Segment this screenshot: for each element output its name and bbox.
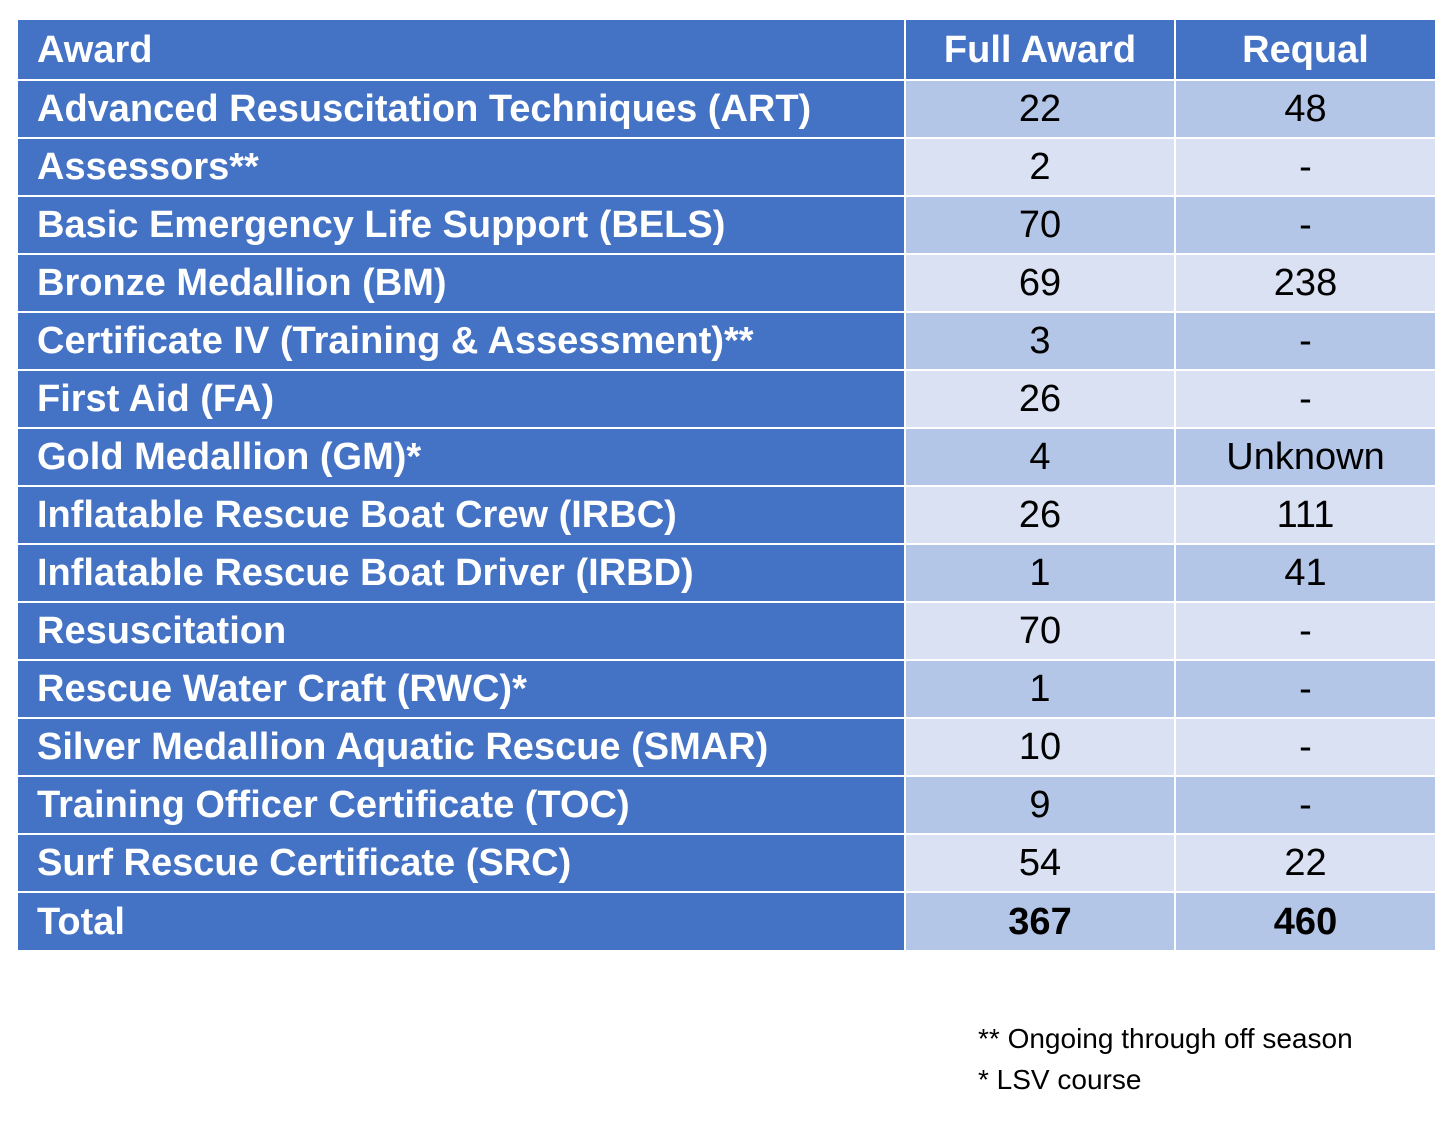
award-name: Gold Medallion (GM)* bbox=[18, 427, 906, 487]
table-row: Bronze Medallion (BM) 69 238 bbox=[18, 253, 1435, 313]
requal-count: 238 bbox=[1174, 253, 1435, 313]
table-row: First Aid (FA) 26 - bbox=[18, 369, 1435, 429]
requal-count: - bbox=[1174, 601, 1435, 661]
header-row: Award Full Award Requal bbox=[18, 20, 1435, 81]
table-row: Basic Emergency Life Support (BELS) 70 - bbox=[18, 195, 1435, 255]
requal-count: - bbox=[1174, 775, 1435, 835]
full-award-count: 26 bbox=[904, 369, 1176, 429]
award-name: Training Officer Certificate (TOC) bbox=[18, 775, 906, 835]
requal-count: - bbox=[1174, 717, 1435, 777]
total-requal: 460 bbox=[1174, 891, 1435, 950]
column-header-full-award: Full Award bbox=[904, 20, 1176, 81]
full-award-count: 70 bbox=[904, 601, 1176, 661]
table-row: Assessors** 2 - bbox=[18, 137, 1435, 197]
column-header-award: Award bbox=[18, 20, 906, 81]
table-row: Silver Medallion Aquatic Rescue (SMAR) 1… bbox=[18, 717, 1435, 777]
requal-count: 48 bbox=[1174, 79, 1435, 139]
award-name: Assessors** bbox=[18, 137, 906, 197]
total-label: Total bbox=[18, 891, 906, 950]
award-name: Advanced Resuscitation Techniques (ART) bbox=[18, 79, 906, 139]
total-full-award: 367 bbox=[904, 891, 1176, 950]
award-name: Inflatable Rescue Boat Driver (IRBD) bbox=[18, 543, 906, 603]
table-row: Inflatable Rescue Boat Driver (IRBD) 1 4… bbox=[18, 543, 1435, 603]
award-name: Rescue Water Craft (RWC)* bbox=[18, 659, 906, 719]
requal-count: Unknown bbox=[1174, 427, 1435, 487]
full-award-count: 10 bbox=[904, 717, 1176, 777]
table-row: Surf Rescue Certificate (SRC) 54 22 bbox=[18, 833, 1435, 893]
table-row: Training Officer Certificate (TOC) 9 - bbox=[18, 775, 1435, 835]
requal-count: - bbox=[1174, 195, 1435, 255]
table-row: Inflatable Rescue Boat Crew (IRBC) 26 11… bbox=[18, 485, 1435, 545]
full-award-count: 69 bbox=[904, 253, 1176, 313]
award-name: Resuscitation bbox=[18, 601, 906, 661]
award-name: Basic Emergency Life Support (BELS) bbox=[18, 195, 906, 255]
full-award-count: 4 bbox=[904, 427, 1176, 487]
award-name: Surf Rescue Certificate (SRC) bbox=[18, 833, 906, 893]
full-award-count: 3 bbox=[904, 311, 1176, 371]
requal-count: - bbox=[1174, 659, 1435, 719]
table-row: Rescue Water Craft (RWC)* 1 - bbox=[18, 659, 1435, 719]
full-award-count: 26 bbox=[904, 485, 1176, 545]
full-award-count: 22 bbox=[904, 79, 1176, 139]
awards-table: Award Full Award Requal Advanced Resusci… bbox=[18, 20, 1435, 950]
award-name: Inflatable Rescue Boat Crew (IRBC) bbox=[18, 485, 906, 545]
table-header: Award Full Award Requal bbox=[18, 20, 1435, 81]
full-award-count: 2 bbox=[904, 137, 1176, 197]
award-name: Bronze Medallion (BM) bbox=[18, 253, 906, 313]
requal-count: - bbox=[1174, 137, 1435, 197]
footnote-lsv-course: * LSV course bbox=[978, 1064, 1142, 1095]
award-name: Certificate IV (Training & Assessment)** bbox=[18, 311, 906, 371]
table-row: Advanced Resuscitation Techniques (ART) … bbox=[18, 79, 1435, 139]
footnotes: ** Ongoing through off season * LSV cour… bbox=[978, 1018, 1353, 1100]
full-award-count: 54 bbox=[904, 833, 1176, 893]
full-award-count: 70 bbox=[904, 195, 1176, 255]
requal-count: 41 bbox=[1174, 543, 1435, 603]
table-row: Certificate IV (Training & Assessment)**… bbox=[18, 311, 1435, 371]
total-row: Total 367 460 bbox=[18, 891, 1435, 950]
full-award-count: 1 bbox=[904, 543, 1176, 603]
requal-count: 22 bbox=[1174, 833, 1435, 893]
award-name: Silver Medallion Aquatic Rescue (SMAR) bbox=[18, 717, 906, 777]
table-row: Resuscitation 70 - bbox=[18, 601, 1435, 661]
full-award-count: 9 bbox=[904, 775, 1176, 835]
full-award-count: 1 bbox=[904, 659, 1176, 719]
requal-count: 111 bbox=[1174, 485, 1435, 545]
footnote-ongoing: ** Ongoing through off season bbox=[978, 1023, 1353, 1054]
table-row: Gold Medallion (GM)* 4 Unknown bbox=[18, 427, 1435, 487]
award-name: First Aid (FA) bbox=[18, 369, 906, 429]
requal-count: - bbox=[1174, 369, 1435, 429]
column-header-requal: Requal bbox=[1174, 20, 1435, 81]
table-body: Advanced Resuscitation Techniques (ART) … bbox=[18, 79, 1435, 950]
requal-count: - bbox=[1174, 311, 1435, 371]
